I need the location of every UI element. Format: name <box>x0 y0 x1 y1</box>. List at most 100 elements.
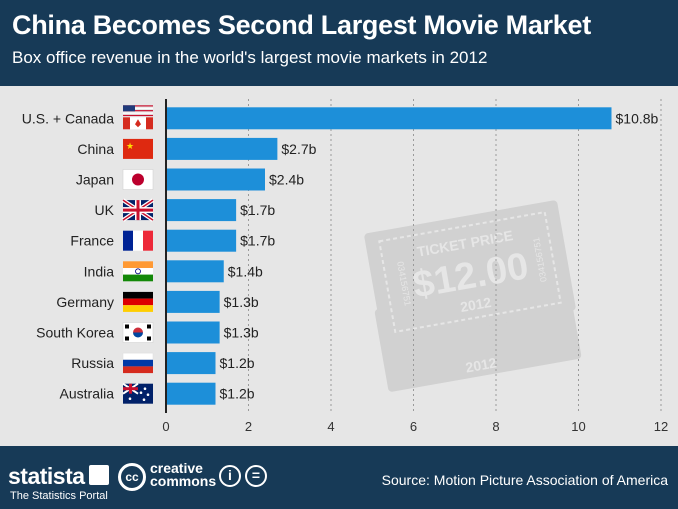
ticket-watermark-icon: 2012 TICKET PRICE $12.00 2012 034156751 … <box>364 200 582 392</box>
category-label: South Korea <box>36 325 114 341</box>
bar <box>167 107 612 130</box>
bar <box>167 260 224 283</box>
flag-band <box>123 230 133 251</box>
flag-trigram <box>147 324 151 329</box>
flag-trigram <box>125 336 129 341</box>
flag-band <box>123 274 153 282</box>
flag-stripe <box>123 110 153 112</box>
flag-star <box>139 391 143 395</box>
flag-in-icon <box>123 261 153 282</box>
flag-stripe <box>123 112 153 114</box>
flag-band <box>123 268 153 275</box>
category-label: Russia <box>71 355 114 371</box>
flag-band <box>123 298 153 306</box>
flag-stripe <box>123 114 153 117</box>
bar <box>167 137 278 160</box>
footer: statista The Statistics Portal cc creati… <box>0 446 678 509</box>
bar <box>167 199 237 222</box>
flag-star <box>128 397 132 401</box>
flag-star <box>146 393 150 397</box>
flag-band <box>123 359 153 367</box>
no-derivatives-icon[interactable]: = <box>245 465 267 487</box>
flag-au-icon <box>122 382 153 404</box>
flag-band <box>122 352 154 361</box>
x-tick-label: 4 <box>327 419 334 434</box>
value-label: $1.3b <box>224 294 259 310</box>
flag-taegeuk <box>133 327 143 333</box>
x-tick-label: 0 <box>162 419 169 434</box>
attribution-icon[interactable]: i <box>219 465 241 487</box>
flag-de-icon <box>123 291 153 312</box>
bar <box>167 352 216 375</box>
flag-band <box>123 291 153 299</box>
value-label: $1.2b <box>220 386 255 402</box>
value-label: $2.4b <box>269 172 304 188</box>
category-label: India <box>84 263 115 279</box>
x-tick-label: 8 <box>492 419 499 434</box>
category-label: Germany <box>56 294 114 310</box>
flag-fr-icon <box>123 230 153 251</box>
category-label: France <box>70 233 114 249</box>
plot-area: 2012 TICKET PRICE $12.00 2012 034156751 … <box>0 86 678 446</box>
bar <box>167 321 220 344</box>
flag-cross <box>123 208 153 212</box>
flag-band <box>123 305 153 312</box>
flag-kr-icon <box>122 322 154 343</box>
flag-trigram <box>147 336 151 341</box>
flag-trigram <box>125 324 129 329</box>
value-label: $1.3b <box>224 325 259 341</box>
flag-star <box>142 398 146 402</box>
ticket-back-year: 2012 <box>464 354 498 375</box>
flag-band <box>123 117 130 130</box>
value-label: $10.8b <box>616 110 659 126</box>
flag-stripe <box>123 107 153 109</box>
flag-band <box>133 230 143 251</box>
flag-band <box>123 261 153 268</box>
x-tick-label: 2 <box>245 419 252 434</box>
flag-cross <box>123 387 138 391</box>
bar-chart: 2012 TICKET PRICE $12.00 2012 034156751 … <box>22 99 668 434</box>
flag-jp-icon <box>122 169 154 190</box>
bar <box>167 382 216 405</box>
source-note: Source: Motion Picture Association of Am… <box>381 472 668 488</box>
maple-leaf <box>135 119 141 128</box>
flag-band <box>143 230 153 251</box>
flag-band <box>123 366 153 374</box>
bar <box>167 168 265 191</box>
flag-star: ★ <box>126 142 134 152</box>
flag-ru-icon <box>122 352 154 374</box>
value-label: $1.7b <box>240 233 275 249</box>
x-tick-label: 10 <box>571 419 585 434</box>
flag-cn-icon: ★ <box>123 138 153 159</box>
category-label: Australia <box>60 386 115 402</box>
flag-star <box>143 387 147 391</box>
flag-field <box>123 138 153 159</box>
x-tick-label: 12 <box>654 419 668 434</box>
category-label: U.S. + Canada <box>22 110 114 126</box>
value-label: $1.2b <box>220 355 255 371</box>
creative-commons-label: creative commons <box>150 460 217 489</box>
statista-logo[interactable]: statista <box>8 463 85 489</box>
creative-commons-icon[interactable]: cc <box>118 463 146 491</box>
category-label: UK <box>95 202 115 218</box>
category-label: China <box>77 141 114 157</box>
value-label: $1.4b <box>228 263 263 279</box>
flag-taegeuk <box>133 332 143 338</box>
header: China Becomes Second Largest Movie Marke… <box>0 0 678 86</box>
flag-band <box>146 117 153 130</box>
bar <box>167 229 237 252</box>
category-label: Japan <box>76 172 114 188</box>
flag-stripe <box>123 105 153 107</box>
flag-gb-icon <box>121 198 155 222</box>
chart-subtitle: Box office revenue in the world's larges… <box>12 48 488 67</box>
ticket-year: 2012 <box>459 294 493 315</box>
chart-title: China Becomes Second Largest Movie Marke… <box>12 10 591 40</box>
statista-mark-icon <box>89 465 109 485</box>
flag-canton <box>123 105 135 112</box>
value-label: $2.7b <box>281 141 316 157</box>
value-label: $1.7b <box>240 202 275 218</box>
flag-wheel <box>135 268 141 275</box>
bar <box>167 290 220 313</box>
flag-disc <box>132 173 144 186</box>
